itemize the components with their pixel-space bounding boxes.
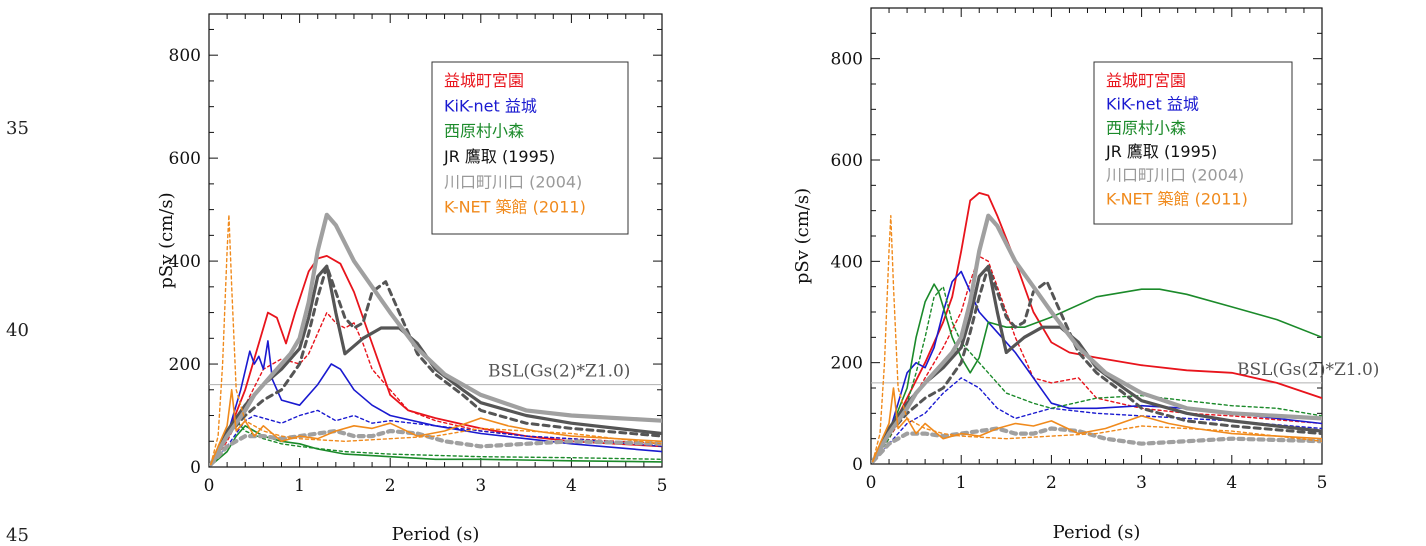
series-line-4 <box>210 409 662 466</box>
y-axis-label: pSv (cm/s) <box>792 188 813 284</box>
legend-entry: 益城町宮園 <box>1106 71 1186 90</box>
y-tick-label: 400 <box>169 252 201 272</box>
series-line-2 <box>210 311 662 466</box>
plot-frame <box>208 13 663 468</box>
x-axis-label: Period (s) <box>392 524 480 545</box>
legend-box <box>431 61 629 235</box>
y-tick-label: 800 <box>169 46 201 66</box>
line-number-35: 35 <box>6 118 29 139</box>
legend-entry: JR 鷹取 (1995) <box>1105 142 1217 161</box>
x-tick-label: 5 <box>1317 473 1328 493</box>
series-line-3 <box>210 340 662 466</box>
y-tick-label: 200 <box>831 354 863 374</box>
series-line-8 <box>209 264 662 466</box>
legend-box <box>1093 61 1293 225</box>
series-line-11 <box>210 388 662 466</box>
x-tick-label: 0 <box>866 473 877 493</box>
chart-1: 0 1 2 3 4 5 0 200 400 600 800 Period (s) pSv (cm/s) B… <box>156 13 668 545</box>
x-tick-label: 0 <box>204 476 215 496</box>
chart-2: 0 1 2 3 4 5 0 200 400 600 800 Period (s) pSv (cm/s) B… <box>792 7 1379 543</box>
series-line-1 <box>871 191 1322 463</box>
x-tick-label: 4 <box>566 476 577 496</box>
series-line-10 <box>871 426 1322 464</box>
series-line-10 <box>209 428 662 467</box>
line-number-45: 45 <box>6 525 29 546</box>
legend-entry: KiK-net 益城 <box>1106 95 1199 114</box>
legend-entry: KiK-net 益城 <box>444 96 537 115</box>
line-number-40: 40 <box>6 320 29 341</box>
x-tick-label: 1 <box>956 473 967 493</box>
y-tick-label: 600 <box>169 149 201 169</box>
series-group <box>209 212 662 467</box>
series-line-9 <box>871 213 1322 464</box>
bsl-reference-label: BSL(Gs(2)*Z1.0) <box>1237 360 1379 380</box>
series-line-12 <box>210 214 662 466</box>
series-line-11 <box>871 387 1322 463</box>
x-tick-label: 5 <box>657 476 668 496</box>
y-tick-label: 200 <box>169 355 201 375</box>
series-line-5 <box>871 283 1322 463</box>
series-line-4 <box>872 377 1322 463</box>
series-line-9 <box>209 212 662 467</box>
legend-entry: 益城町宮園 <box>444 71 524 90</box>
series-group <box>871 191 1322 464</box>
x-tick-label: 4 <box>1226 473 1237 493</box>
series-line-5 <box>210 424 662 467</box>
x-tick-label: 3 <box>1136 473 1147 493</box>
x-tick-label: 1 <box>294 476 305 496</box>
bsl-reference-label: BSL(Gs(2)*Z1.0) <box>488 362 630 382</box>
x-tick-label: 3 <box>475 476 486 496</box>
x-tick-label: 2 <box>385 476 396 496</box>
y-tick-label: 400 <box>831 252 863 272</box>
series-line-1 <box>209 254 662 466</box>
legend-entry: 西原村小森 <box>1106 118 1186 137</box>
legend-entry: 川口町川口 (2004) <box>444 172 582 191</box>
series-line-8 <box>871 264 1322 463</box>
legend-entry: K-NET 築館 (2011) <box>1106 189 1248 208</box>
legend-entry: K-NET 築館 (2011) <box>444 198 586 217</box>
legend-entry: 西原村小森 <box>444 122 524 141</box>
y-axis-label: pSv (cm/s) <box>156 192 177 288</box>
series-line-6 <box>872 286 1322 463</box>
x-axis-label: Period (s) <box>1053 522 1141 543</box>
y-tick-label: 0 <box>852 455 863 475</box>
series-line-12 <box>872 214 1322 463</box>
y-tick-label: 800 <box>831 50 863 70</box>
legend-entry: JR 鷹取 (1995) <box>443 147 555 166</box>
y-tick-label: 0 <box>190 458 201 478</box>
legend-entry: 川口町川口 (2004) <box>1106 166 1244 185</box>
y-tick-label: 600 <box>831 151 863 171</box>
x-tick-label: 2 <box>1046 473 1057 493</box>
